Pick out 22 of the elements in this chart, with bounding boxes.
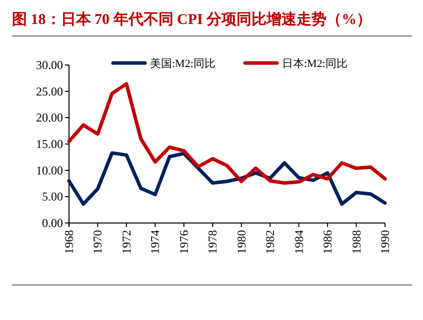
- x-tick-label: 1982: [263, 230, 278, 254]
- y-tick-label: 5.00: [42, 190, 63, 204]
- y-tick-label: 20.00: [36, 110, 63, 125]
- y-tick-label: 10.00: [36, 163, 63, 178]
- y-tick-label: 15.00: [36, 137, 63, 151]
- chart-title: 图 18：日本 70 年代不同 CPI 分项同比增速走势（%）: [12, 11, 372, 28]
- x-tick-label: 1984: [292, 230, 306, 254]
- x-tick-label: 1972: [119, 230, 134, 254]
- x-tick-label: 1980: [234, 230, 248, 254]
- x-tick-label: 1974: [148, 230, 162, 254]
- x-tick-label: 1988: [349, 230, 364, 254]
- x-tick-label: 1968: [62, 230, 76, 254]
- x-tick-label: 1990: [378, 230, 392, 254]
- x-tick-label: 1970: [90, 230, 105, 254]
- y-tick-label: 25.00: [36, 84, 63, 98]
- legend-label: 日本:M2:同比: [282, 57, 348, 70]
- y-tick-label: 30.00: [36, 58, 63, 72]
- legend-label: 美国:M2:同比: [150, 57, 216, 70]
- x-tick-label: 1976: [176, 230, 191, 254]
- x-tick-label: 1986: [320, 230, 335, 254]
- y-tick-label: 0.00: [42, 216, 63, 230]
- x-tick-label: 1978: [206, 230, 220, 254]
